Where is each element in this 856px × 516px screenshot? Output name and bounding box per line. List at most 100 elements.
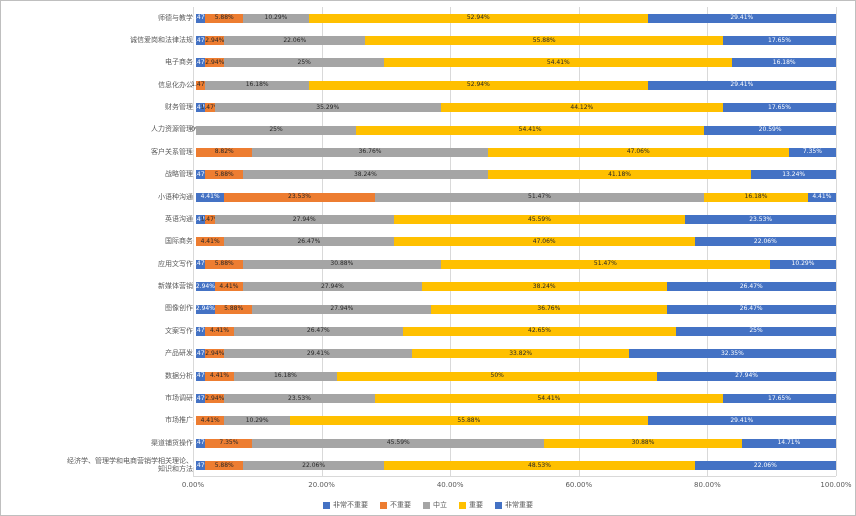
bar-segment: 25% bbox=[224, 58, 385, 68]
data-label: 4.41% bbox=[200, 237, 220, 245]
bar-segment: 23.53% bbox=[685, 215, 836, 225]
data-label: 2.94% bbox=[195, 305, 215, 313]
data-label: 16.18% bbox=[273, 372, 297, 380]
legend-swatch bbox=[423, 501, 430, 509]
data-label: 1.47% bbox=[191, 372, 211, 380]
stacked-bar: 1.47% 5.88% 22.06% 48.53% 22.06% bbox=[191, 461, 836, 471]
bar-segment: 51.47% bbox=[374, 192, 705, 202]
legend-label: 非常不重要 bbox=[333, 501, 368, 509]
data-label: 2.94% bbox=[205, 394, 225, 402]
bar-segment: 10.29% bbox=[770, 259, 836, 269]
chart-row: 市场推广0%4.41%10.29%55.88%29.41% bbox=[5, 416, 836, 426]
bar-segment: 1.47% bbox=[191, 259, 210, 269]
data-label: 2.94% bbox=[205, 36, 225, 44]
bar-segment: 1.47% bbox=[201, 103, 220, 113]
bar-segment: 55.88% bbox=[290, 416, 648, 426]
bar-segment: 30.88% bbox=[243, 259, 441, 269]
bar-segment: 55.88% bbox=[365, 36, 724, 46]
data-label: 4.41% bbox=[209, 327, 230, 335]
data-label: 22.06% bbox=[753, 237, 777, 245]
bar-segment: 27.94% bbox=[657, 371, 836, 381]
bar-segment: 7.35% bbox=[205, 438, 253, 448]
bar-segment: 52.94% bbox=[308, 80, 648, 90]
stacked-bar: 2.94% 5.88% 27.94% 36.76% 26.47% bbox=[195, 304, 836, 314]
data-label: 52.94% bbox=[466, 14, 490, 22]
bar-segment: 1.47% bbox=[201, 215, 220, 225]
bar-segment: 1.47% bbox=[191, 438, 210, 448]
data-label: 1.47% bbox=[191, 215, 211, 223]
data-label: 1.47% bbox=[200, 103, 220, 111]
legend-label: 重要 bbox=[469, 501, 483, 509]
data-label: 47.06% bbox=[626, 148, 650, 156]
data-label: 38.24% bbox=[353, 170, 377, 178]
data-label: 2.94% bbox=[205, 349, 225, 357]
data-label: 54.41% bbox=[518, 126, 542, 134]
data-label: 35.29% bbox=[316, 103, 340, 111]
data-label: 25% bbox=[269, 126, 283, 134]
category-label: 小语种沟通 bbox=[158, 192, 193, 201]
chart-row: 经济学、管理学和电商营销学相关理论、 知识和方法 1.47% 5.88% 22.06%… bbox=[5, 458, 836, 472]
legend-swatch bbox=[380, 501, 387, 509]
chart-row: 应用文写作 1.47% 5.88% 30.88% 51.47% 10.29% bbox=[5, 259, 836, 269]
data-label: 36.76% bbox=[358, 148, 382, 156]
bar-segment: 44.12% bbox=[440, 103, 724, 113]
bar-segment: 32.35% bbox=[628, 349, 836, 359]
bar-segment: 48.53% bbox=[384, 461, 695, 471]
data-label: 1.47% bbox=[191, 349, 211, 357]
bar-segment: 1.47% bbox=[191, 13, 210, 23]
bar-segment: 16.18% bbox=[732, 58, 836, 68]
category-label: 渠道铺货操作 bbox=[151, 438, 193, 447]
data-label: 50% bbox=[490, 372, 504, 380]
bar-segment: 2.94% bbox=[205, 349, 225, 359]
bar-segment: 4.41% bbox=[807, 192, 836, 202]
x-axis-tick: 80.00% bbox=[694, 481, 721, 489]
chart-row: 新媒体营销 2.94% 4.41% 27.94% 38.24% 26.47% bbox=[5, 282, 836, 292]
data-label: 5.88% bbox=[214, 170, 234, 178]
bar-segment: 5.88% bbox=[214, 304, 253, 314]
legend-swatch bbox=[495, 501, 502, 509]
bar-segment: 29.41% bbox=[224, 349, 413, 359]
bar-segment: 1.47% bbox=[191, 215, 210, 225]
bar-segment: 23.53% bbox=[224, 394, 375, 404]
bar-segment: 1.47% bbox=[191, 58, 210, 68]
bar-segment: 4.41% bbox=[196, 237, 225, 247]
bar-segment: 29.41% bbox=[647, 80, 836, 90]
data-label: 4.41% bbox=[200, 416, 220, 424]
legend-item: 不重要 bbox=[380, 500, 411, 510]
data-label: 17.65% bbox=[768, 394, 791, 402]
bar-segment: 1.47% bbox=[191, 394, 210, 404]
bar-segment: 13.24% bbox=[751, 170, 837, 180]
data-label: 7.35% bbox=[802, 148, 822, 156]
category-label: 产品研发 bbox=[165, 349, 193, 358]
category-label: 图像创作 bbox=[165, 304, 193, 313]
bar-segment: 47.06% bbox=[487, 147, 789, 157]
bar-segment: 20.59% bbox=[704, 125, 836, 135]
bar-segment: 17.65% bbox=[723, 36, 836, 46]
data-label: 8.82% bbox=[214, 148, 234, 156]
bar-segment: 36.76% bbox=[431, 304, 667, 314]
data-label: 22.06% bbox=[753, 461, 777, 469]
bar-segment: 22.06% bbox=[694, 237, 836, 247]
chart-row: 小语种沟通 4.41% 23.53% 51.47% 16.18% 4.41% bbox=[5, 192, 836, 202]
data-label: 29.41% bbox=[306, 349, 330, 357]
stacked-bar: 1.47% 5.88% 10.29% 52.94% 29.41% bbox=[191, 13, 836, 23]
bar-segment: 54.41% bbox=[356, 125, 705, 135]
legend-swatch bbox=[323, 501, 330, 509]
bar-segment: 2.94% bbox=[205, 394, 225, 404]
data-label: 5.88% bbox=[214, 260, 234, 268]
bar-segment: 4.41% bbox=[205, 371, 234, 381]
bar-segment: 25% bbox=[675, 326, 836, 336]
stacked-bar: 1.47% 5.88% 38.24% 41.18% 13.24% bbox=[191, 170, 837, 180]
data-label: 23.53% bbox=[288, 193, 311, 201]
stacked-bar: 1.47% 4.41% 26.47% 42.65% 25% bbox=[191, 326, 836, 336]
chart-row: 数据分析 1.47% 4.41% 16.18% 50% 27.94% bbox=[5, 371, 836, 381]
bar-segment: 10.29% bbox=[224, 416, 291, 426]
bar-segment: 26.47% bbox=[233, 326, 404, 336]
legend-item: 中立 bbox=[423, 500, 447, 510]
data-label: 10.29% bbox=[264, 14, 288, 22]
bar-segment: 4.41% bbox=[214, 282, 244, 292]
chart-row: 英语沟通 1.47% 1.47% 27.94% 45.59% 23.53% bbox=[5, 215, 836, 225]
chart-row: 人力资源管理0%0%25%54.41%20.59% bbox=[5, 125, 836, 135]
data-label: 25% bbox=[297, 58, 311, 66]
chart-row: 财务管理 1.47% 1.47% 35.29% 44.12% 17.65% bbox=[5, 103, 836, 113]
